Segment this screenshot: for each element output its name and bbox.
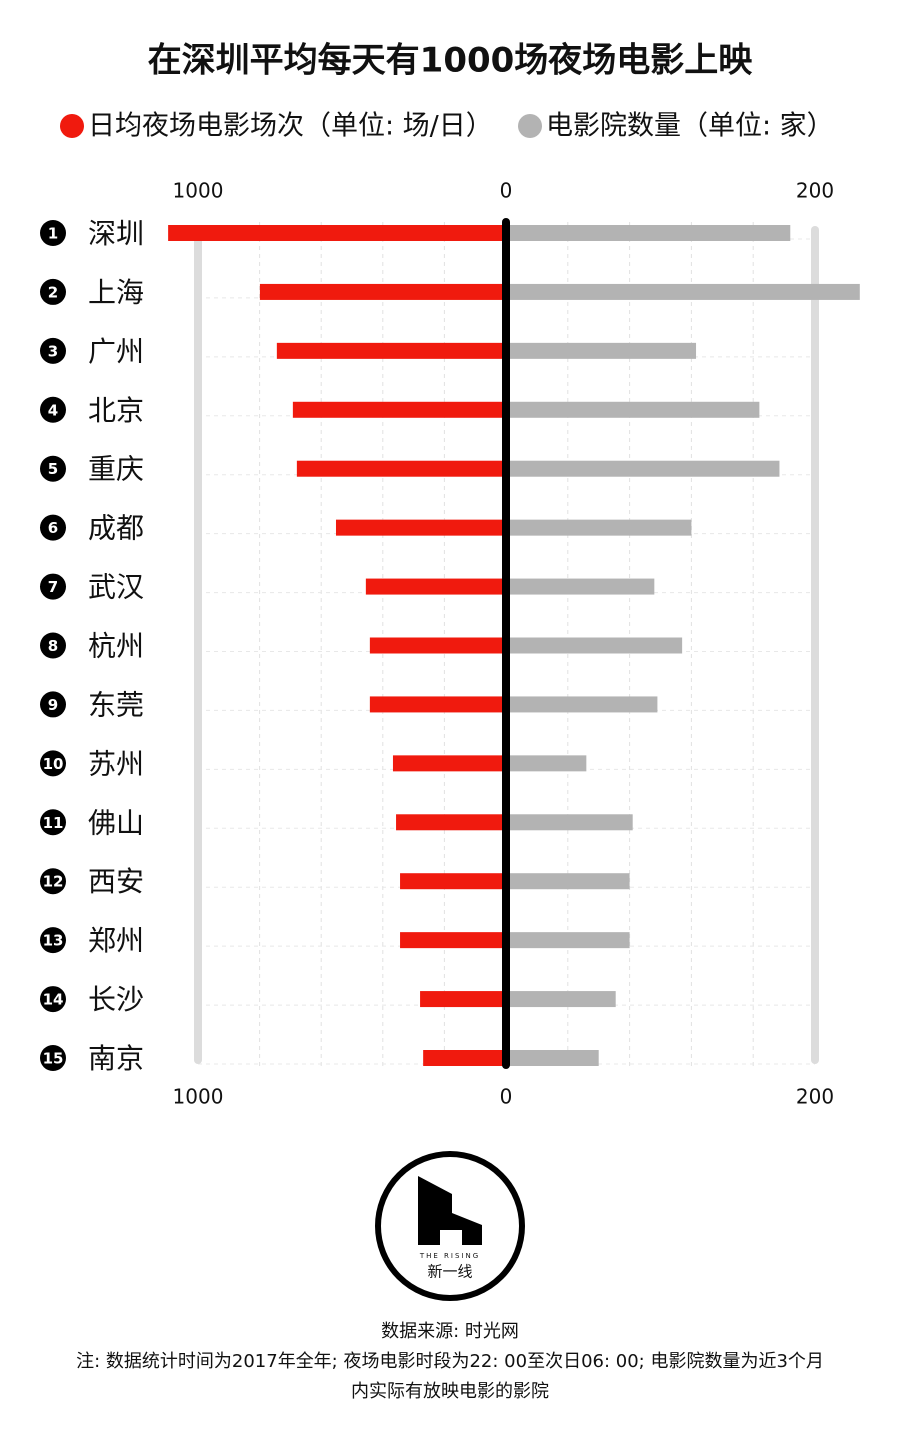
rank-badge [40,455,66,482]
bar [400,873,506,890]
logo: THE RISING 新一线 [375,1151,525,1301]
category-label: 佛山 [88,806,144,839]
category-label: 重庆 [88,453,144,486]
plot [194,222,819,1068]
rank-label: 7 [48,578,58,596]
bar [392,755,506,772]
category-label: 西安 [88,865,144,898]
bar [506,932,630,949]
rank-badge [40,396,66,423]
bar [506,401,760,418]
rank-badge [40,632,66,659]
x-tick-label: 0 [500,1085,513,1109]
rank-badge [40,337,66,364]
rank-badge [40,220,66,246]
bar [506,814,633,831]
rank-badge [40,809,66,836]
bar [506,519,692,536]
bar [335,519,506,536]
bar [506,578,655,595]
bar [168,225,506,241]
rank-label: 13 [43,932,64,950]
legend-swatch [60,114,84,138]
bar [506,637,683,654]
rank-label: 12 [43,873,64,891]
category-label: 深圳 [88,217,144,250]
category-label: 南京 [88,1042,144,1075]
rank-label: 11 [43,814,64,832]
category-label: 苏州 [88,747,144,780]
legend-swatch [518,114,542,138]
rank-label: 15 [43,1050,64,1068]
x2-tick-label: 200 [796,1085,834,1109]
rank-badge [40,986,66,1013]
category-label: 武汉 [88,571,144,604]
bar [259,283,506,300]
chart-title: 在深圳平均每天有1000场夜场电影上映 [148,41,753,81]
x-tick-label: 1000 [173,179,224,203]
bar [420,991,506,1008]
bar [292,401,506,418]
rank-badge [40,927,66,954]
rank-badge [40,868,66,895]
bar [396,814,506,831]
bar [423,1050,506,1066]
category-label: 上海 [88,276,144,309]
category-label: 广州 [88,335,144,368]
bar [506,991,616,1008]
bar [506,283,860,300]
legend-label: 日均夜场电影场次（单位: 场/日） [88,111,493,142]
note: 内实际有放映电影的影院 [351,1381,549,1402]
logo-tagline: THE RISING [419,1252,480,1260]
rank-label: 9 [48,696,58,714]
bar [506,342,697,359]
category-label: 杭州 [88,630,144,663]
rank-label: 14 [43,991,64,1009]
bar [365,578,506,595]
rank-label: 4 [48,401,58,419]
x-tick-label: 1000 [173,1085,224,1109]
bar [369,637,506,654]
rank-label: 5 [48,460,58,478]
rank-badge [40,278,66,305]
category-label: 东莞 [88,688,144,721]
bar [296,460,506,477]
bar [400,932,506,949]
logo-ring [375,1151,525,1301]
bar [506,225,791,241]
rank-label: 1 [48,225,58,243]
logo-name: 新一线 [427,1263,472,1281]
category-label: 郑州 [88,924,144,957]
rank-badge [40,573,66,600]
bar [506,1050,599,1066]
rank-badge [40,1045,66,1071]
category-label: 长沙 [88,983,144,1016]
rank-label: 3 [48,342,58,360]
bar [276,342,506,359]
legend-label: 电影院数量（单位: 家） [546,111,834,142]
rank-badge [40,750,66,777]
note: 注: 数据统计时间为2017年全年; 夜场电影时段为22: 00至次日06: 0… [76,1351,824,1372]
x2-tick-label: 200 [796,179,834,203]
category-label: 北京 [88,394,144,427]
x-tick-label: 0 [500,179,513,203]
source: 数据来源: 时光网 [381,1321,519,1342]
bar [506,460,780,477]
rank-badge [40,691,66,718]
rank-badge [40,514,66,541]
bar [506,873,630,890]
rank-label: 8 [48,637,58,655]
bar [506,696,658,713]
bar [506,755,587,772]
rank-label: 10 [43,755,64,773]
rank-label: 6 [48,519,58,537]
rank-label: 2 [48,283,58,301]
bar [369,696,506,713]
logo-mark [418,1176,482,1245]
category-label: 成都 [88,512,144,545]
